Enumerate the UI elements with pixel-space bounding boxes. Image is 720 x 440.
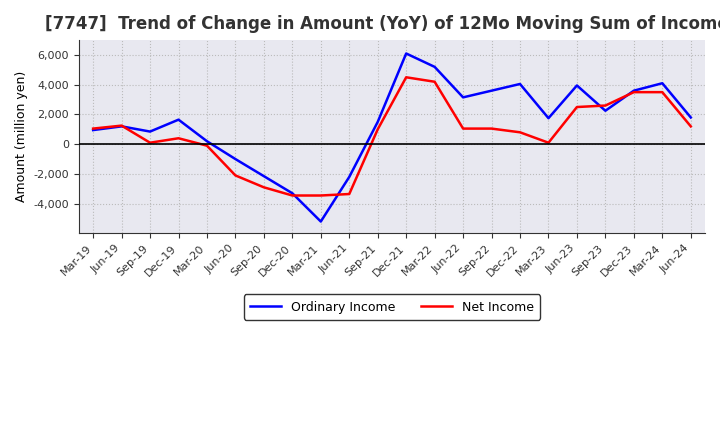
Ordinary Income <box>629 88 638 93</box>
Net Income <box>231 173 240 178</box>
Ordinary Income <box>686 115 695 120</box>
Net Income <box>516 130 524 135</box>
Net Income <box>459 126 467 131</box>
Net Income <box>89 126 97 131</box>
Net Income <box>572 104 581 110</box>
Net Income <box>317 193 325 198</box>
Net Income <box>431 79 439 84</box>
Ordinary Income <box>601 108 610 114</box>
Ordinary Income <box>145 129 154 134</box>
Ordinary Income <box>260 173 269 179</box>
Ordinary Income <box>459 95 467 100</box>
Net Income <box>487 126 496 131</box>
Title: [7747]  Trend of Change in Amount (YoY) of 12Mo Moving Sum of Incomes: [7747] Trend of Change in Amount (YoY) o… <box>45 15 720 33</box>
Ordinary Income <box>658 81 667 86</box>
Ordinary Income <box>374 119 382 125</box>
Net Income <box>374 127 382 132</box>
Ordinary Income <box>516 81 524 87</box>
Ordinary Income <box>544 116 553 121</box>
Net Income <box>202 143 211 148</box>
Net Income <box>260 185 269 190</box>
Legend: Ordinary Income, Net Income: Ordinary Income, Net Income <box>244 294 540 320</box>
Line: Net Income: Net Income <box>93 77 690 195</box>
Ordinary Income <box>117 124 126 129</box>
Net Income <box>629 89 638 95</box>
Ordinary Income <box>89 128 97 133</box>
Net Income <box>117 123 126 128</box>
Ordinary Income <box>202 139 211 144</box>
Net Income <box>658 89 667 95</box>
Ordinary Income <box>288 191 297 196</box>
Ordinary Income <box>572 83 581 88</box>
Net Income <box>402 75 410 80</box>
Ordinary Income <box>231 157 240 162</box>
Ordinary Income <box>317 219 325 224</box>
Ordinary Income <box>174 117 183 122</box>
Net Income <box>601 103 610 108</box>
Ordinary Income <box>345 174 354 180</box>
Y-axis label: Amount (million yen): Amount (million yen) <box>15 71 28 202</box>
Ordinary Income <box>487 88 496 93</box>
Net Income <box>288 193 297 198</box>
Net Income <box>174 136 183 141</box>
Ordinary Income <box>431 64 439 70</box>
Ordinary Income <box>402 51 410 56</box>
Net Income <box>686 124 695 129</box>
Net Income <box>345 191 354 197</box>
Line: Ordinary Income: Ordinary Income <box>93 54 690 221</box>
Net Income <box>544 140 553 145</box>
Net Income <box>145 140 154 145</box>
